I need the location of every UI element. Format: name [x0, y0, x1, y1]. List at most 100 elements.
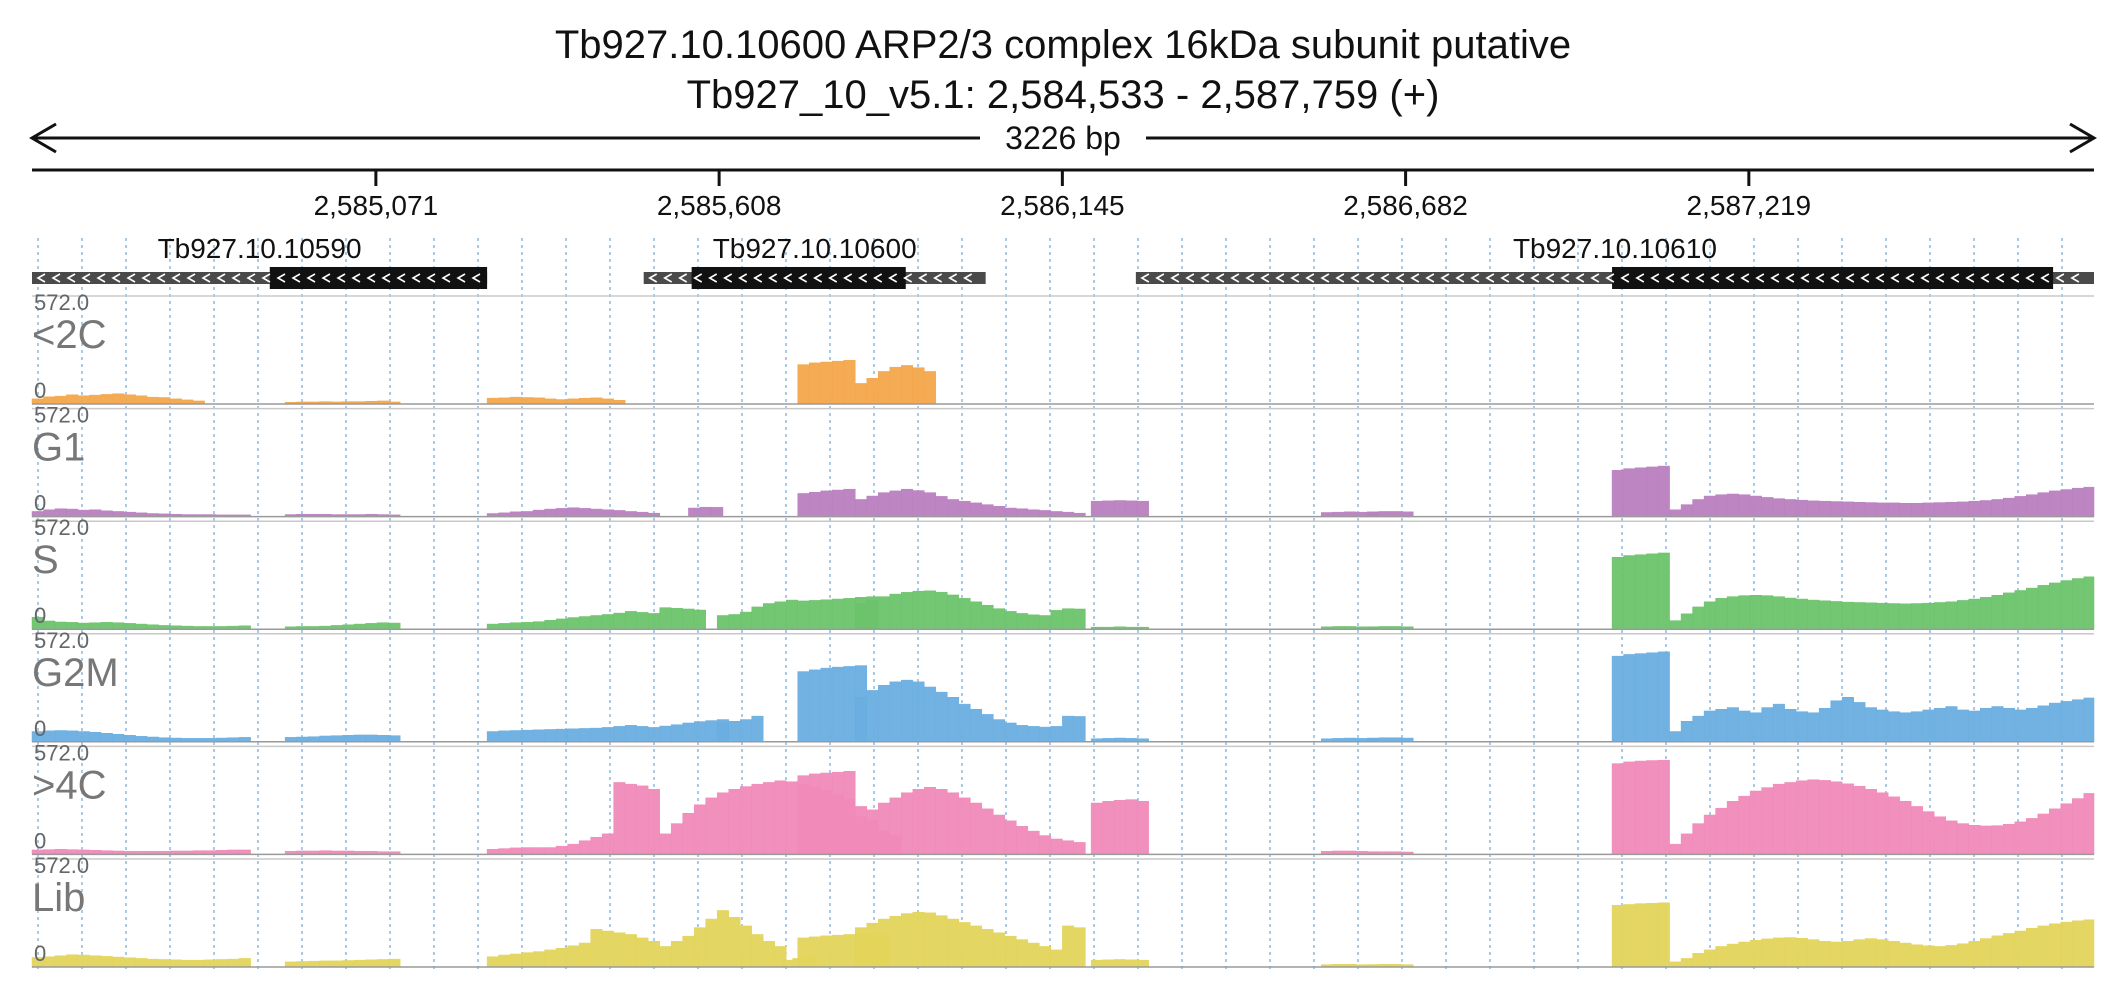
coverage-bar	[1634, 653, 1647, 743]
coverage-bar	[2037, 492, 2050, 517]
strand-chevron	[1155, 273, 1165, 283]
coverage-bar	[901, 365, 914, 405]
coverage-bar	[521, 952, 534, 968]
coverage-bar	[1738, 941, 1751, 968]
coverage-bar	[613, 510, 626, 517]
coverage-bar	[1876, 602, 1889, 630]
coverage-bar	[866, 690, 879, 743]
coverage-bar	[1945, 945, 1958, 968]
coverage-bar	[388, 958, 401, 968]
coverage-bar	[319, 735, 332, 743]
coverage-bar	[785, 781, 798, 855]
coverage-bar	[728, 789, 741, 855]
coverage-bar	[1749, 790, 1762, 855]
strand-chevron	[1245, 273, 1255, 283]
coverage-bar	[1887, 796, 1900, 855]
coverage-bar	[123, 957, 136, 968]
coverage-bar	[1979, 707, 1992, 743]
coverage-bar	[1830, 601, 1843, 630]
strand-chevron	[1680, 273, 1690, 283]
coverage-bar	[1899, 712, 1912, 743]
coverage-bar	[567, 507, 580, 517]
strand-chevron	[36, 273, 46, 283]
coverage-bar	[181, 959, 194, 968]
coverage-bar	[1634, 554, 1647, 630]
coverage-bar	[866, 495, 879, 517]
coverage-bar	[970, 502, 983, 517]
coverage-bar	[1772, 703, 1785, 743]
coverage-bar	[1968, 598, 1981, 630]
strand-chevron	[738, 273, 748, 283]
coverage-bar	[1956, 823, 1969, 855]
coverage-bar	[1646, 903, 1659, 968]
coverage-bar	[970, 708, 983, 743]
coverage-bar	[353, 623, 366, 630]
coverage-bar	[601, 509, 614, 517]
coverage-bar	[878, 918, 891, 968]
coverage-bar	[1795, 598, 1808, 630]
coverage-bar	[146, 396, 159, 405]
strand-chevron	[1650, 273, 1660, 283]
coverage-bar	[532, 729, 545, 743]
coverage-bar	[855, 383, 868, 405]
coverage-bar	[843, 360, 856, 405]
coverage-bar	[924, 492, 937, 517]
coverage-bar	[912, 490, 925, 517]
coverage-bar	[1113, 800, 1126, 855]
coverage-bar	[601, 833, 614, 855]
span-arrow: 3226 bp	[29, 118, 2097, 158]
coverage-bar	[1956, 600, 1969, 630]
coverage-bar	[1899, 603, 1912, 630]
coverage-bar	[1830, 501, 1843, 517]
coverage-bar	[1715, 598, 1728, 630]
strand-chevron	[1755, 273, 1765, 283]
strand-chevron	[1710, 273, 1720, 283]
strand-chevron	[216, 273, 226, 283]
coverage-bar	[2049, 582, 2062, 630]
coverage-bar	[1646, 760, 1659, 855]
coverage-bar	[578, 616, 591, 630]
coverage-bar	[797, 671, 810, 743]
coverage-bar	[682, 608, 695, 630]
strand-chevron	[231, 273, 241, 283]
coverage-bar	[1125, 500, 1138, 517]
coverage-bar	[820, 935, 833, 968]
coverage-bar	[912, 590, 925, 630]
coverage-bar	[1795, 780, 1808, 855]
strand-chevron	[426, 273, 436, 283]
tick-label: 2,585,071	[314, 190, 439, 221]
coverage-bar	[624, 783, 637, 855]
coverage-bar	[1050, 610, 1063, 630]
strand-chevron	[1740, 273, 1750, 283]
coverage-bar	[1027, 830, 1040, 855]
track-2C: 572.0 0 <2C	[31, 290, 2094, 405]
coverage-bar	[1004, 935, 1017, 968]
coverage-bar	[993, 719, 1006, 743]
coverage-bar	[613, 726, 626, 743]
coverage-bar	[1887, 603, 1900, 630]
coverage-bar	[204, 959, 217, 968]
coverage-bar	[1669, 509, 1682, 517]
coverage-bar	[1016, 826, 1029, 855]
strand-chevron	[1785, 273, 1795, 283]
coverage-bar	[1818, 941, 1831, 968]
coverage-bar	[1807, 779, 1820, 855]
coverage-bar	[1830, 700, 1843, 743]
coverage-bar	[486, 731, 499, 743]
coverage-bar	[958, 797, 971, 855]
coverage-bar	[2014, 821, 2027, 855]
coverage-bar	[682, 722, 695, 743]
coverage-bar	[1050, 511, 1063, 517]
coverage-bar	[1073, 608, 1086, 630]
coverage-bar	[2002, 707, 2015, 743]
strand-chevron	[1545, 273, 1555, 283]
coverage-bar	[1004, 722, 1017, 743]
tick-label: 2,585,608	[657, 190, 782, 221]
coverage-bar	[590, 727, 603, 743]
coverage-bar	[1646, 652, 1659, 743]
coverage-bar	[613, 932, 626, 968]
coverage-bar	[1864, 938, 1877, 968]
coverage-bar	[601, 398, 614, 405]
coverage-bar	[100, 394, 113, 405]
coverage-bar	[1922, 811, 1935, 855]
